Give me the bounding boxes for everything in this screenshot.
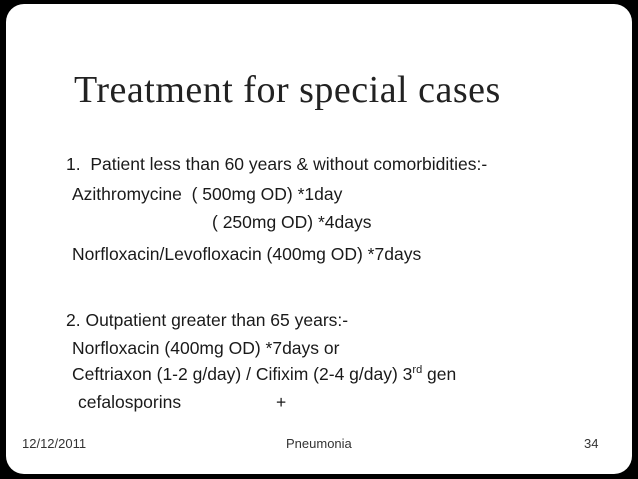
list-heading: 2. Outpatient greater than 65 years:- <box>66 310 349 330</box>
line-text: Ceftriaxon (1-2 g/day) / Cifixim (2-4 g/… <box>72 364 413 384</box>
list-line: Ceftriaxon (1-2 g/day) / Cifixim (2-4 g/… <box>72 364 456 385</box>
slide-title: Treatment for special cases <box>74 69 501 111</box>
line-text: gen <box>422 364 457 384</box>
superscript: rd <box>412 364 423 377</box>
footer-date: 12/12/2011 <box>22 436 87 451</box>
list-line: Norfloxacin/Levofloxacin (400mg OD) *7da… <box>72 244 422 264</box>
slide: Treatment for special cases 1. Patient l… <box>6 4 632 474</box>
footer-center: Pneumonia <box>286 436 352 451</box>
list-line: Norfloxacin (400mg OD) *7days or <box>72 338 340 358</box>
list-line: cefalosporins <box>78 392 182 412</box>
list-heading: 1. Patient less than 60 years & without … <box>66 154 488 174</box>
page-number: 34 <box>584 436 599 451</box>
list-line: + <box>276 392 287 412</box>
list-line: ( 250mg OD) *4days <box>212 212 372 232</box>
list-line: Azithromycine ( 500mg OD) *1day <box>72 184 343 204</box>
